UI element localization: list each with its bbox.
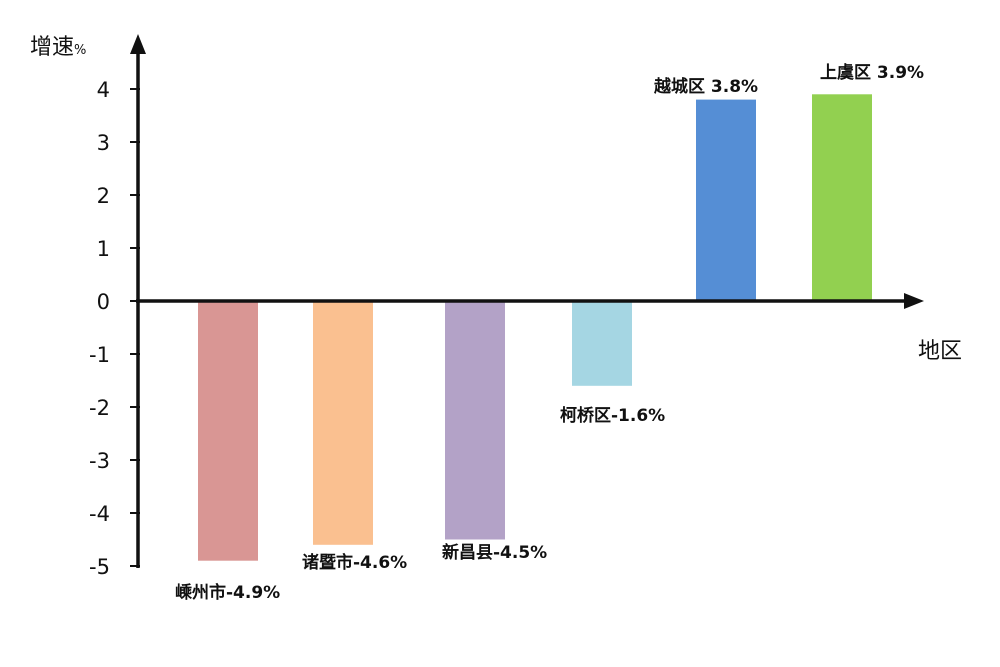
y-tick-label: 0 <box>97 290 110 314</box>
bar-3 <box>445 301 505 540</box>
axes-group <box>130 34 924 568</box>
bars-group <box>198 94 872 561</box>
bar-5 <box>696 99 756 301</box>
y-ticks-group: 4 3 2 1 0 -1 -2 -3 -4 -5 <box>89 78 140 579</box>
y-axis-title: 增速% <box>30 35 86 60</box>
y-tick-label: -2 <box>89 396 110 420</box>
y-tick-label: 2 <box>97 184 110 208</box>
y-tick-label: -3 <box>89 449 110 473</box>
x-axis-title: 地区 <box>918 339 962 364</box>
data-label-4: 柯桥区-1.6% <box>560 405 665 426</box>
bar-1 <box>198 301 258 561</box>
y-tick-label: -1 <box>89 343 110 367</box>
y-tick-label: 4 <box>97 78 110 102</box>
data-label-5: 越城区 3.8% <box>653 76 758 97</box>
bar-2 <box>313 301 373 545</box>
y-axis-unit: % <box>74 43 86 58</box>
x-axis-arrow-icon <box>904 293 924 309</box>
y-tick-label: -5 <box>89 555 110 579</box>
bar-4 <box>572 301 632 386</box>
y-tick-label: -4 <box>89 502 110 526</box>
data-label-6: 上虞区 3.9% <box>820 62 924 83</box>
data-label-3: 新昌县-4.5% <box>442 542 547 563</box>
y-tick-label: 1 <box>97 237 110 261</box>
data-label-2: 诸暨市-4.6% <box>302 552 407 573</box>
y-axis-arrow-icon <box>130 34 146 54</box>
bar-6 <box>812 94 872 301</box>
y-tick-label: 3 <box>97 131 110 155</box>
data-labels-group: 嵊州市-4.9% 诸暨市-4.6% 新昌县-4.5% 柯桥区-1.6% 越城区 3.8%… <box>175 62 924 603</box>
data-label-1: 嵊州市-4.9% <box>175 582 280 603</box>
y-axis-label: 增速 <box>30 35 74 60</box>
